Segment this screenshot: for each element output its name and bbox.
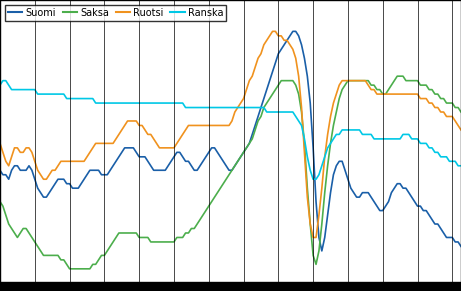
Suomi [290,30,296,33]
Line: Ruotsi: Ruotsi [0,31,461,237]
Ranska [0,79,6,82]
Saksa [0,200,3,203]
Suomi [128,146,133,150]
Line: Suomi: Suomi [0,31,461,251]
Saksa [130,231,136,235]
Ruotsi [128,119,133,123]
Ruotsi [270,30,275,33]
Saksa [395,74,400,78]
Suomi [319,249,325,253]
Suomi [90,168,95,172]
Suomi [380,209,385,212]
Saksa [377,88,383,91]
Suomi [458,245,461,248]
Ranska [130,101,136,105]
Ranska [299,124,304,127]
Ruotsi [380,92,385,96]
Ruotsi [458,128,461,132]
Ranska [458,164,461,168]
Ruotsi [441,110,446,114]
Ruotsi [310,236,316,239]
Ranska [255,106,261,109]
Ranska [441,155,446,159]
Saksa [67,267,72,271]
Ruotsi [90,146,95,150]
Suomi [441,231,446,235]
Saksa [299,110,304,114]
Ranska [310,178,316,181]
Ruotsi [0,142,3,145]
Line: Ranska: Ranska [0,81,461,179]
Ranska [93,101,99,105]
Ranska [0,84,3,87]
Ruotsi [252,65,258,69]
Saksa [93,262,99,266]
Saksa [441,97,446,100]
Suomi [252,124,258,127]
Ranska [380,137,385,141]
Ruotsi [299,106,304,109]
Suomi [0,168,3,172]
Saksa [255,119,261,123]
Suomi [299,43,304,47]
Legend: Suomi, Saksa, Ruotsi, Ranska: Suomi, Saksa, Ruotsi, Ranska [5,5,226,21]
Saksa [458,110,461,114]
Line: Saksa: Saksa [0,76,461,269]
